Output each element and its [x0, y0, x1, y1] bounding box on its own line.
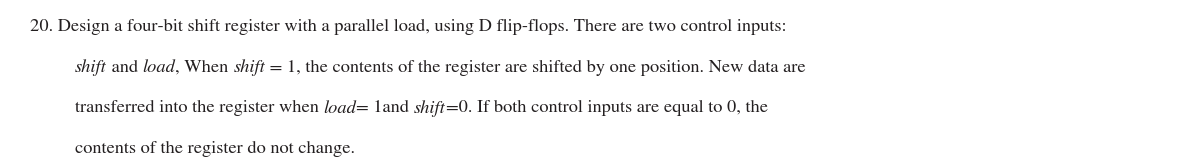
- Text: = 1, the contents of the register are shifted by one position. New data are: = 1, the contents of the register are sh…: [265, 60, 805, 76]
- Text: shift: shift: [233, 60, 265, 76]
- Text: load: load: [324, 100, 356, 117]
- Text: shift: shift: [74, 60, 107, 76]
- Text: 20. Design a four-bit shift register with a parallel load, using D flip-flops. T: 20. Design a four-bit shift register wit…: [30, 19, 787, 35]
- Text: and: and: [107, 60, 143, 76]
- Text: shift: shift: [414, 100, 445, 117]
- Text: contents of the register do not change.: contents of the register do not change.: [74, 141, 355, 157]
- Text: , When: , When: [175, 60, 233, 76]
- Text: transferred into the register when: transferred into the register when: [74, 100, 324, 116]
- Text: =0. If both control inputs are equal to 0, the: =0. If both control inputs are equal to …: [445, 100, 768, 116]
- Text: = 1and: = 1and: [356, 100, 414, 116]
- Text: load: load: [143, 60, 175, 76]
